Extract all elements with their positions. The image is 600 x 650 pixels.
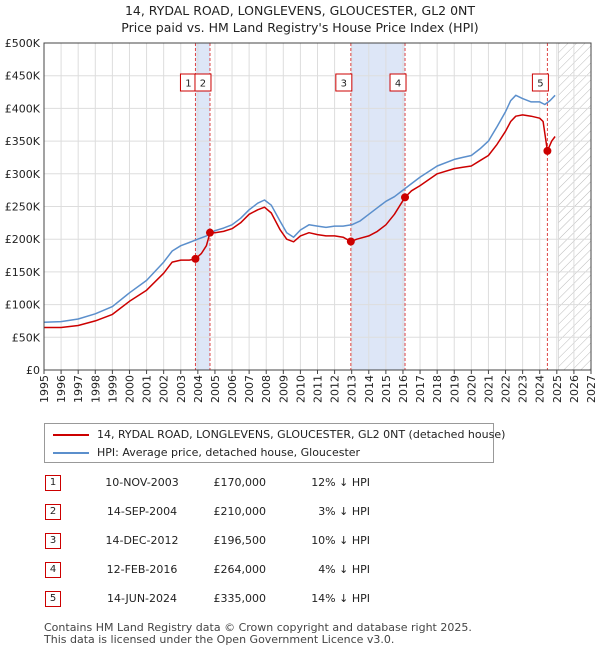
transaction-hpi-change: 12% ↓ HPI xyxy=(311,476,370,489)
x-tick-label: 2014 xyxy=(363,375,376,403)
x-tick-label: 2011 xyxy=(312,375,325,403)
x-tick-label: 2006 xyxy=(226,375,239,403)
y-tick-label: £100K xyxy=(5,299,41,312)
x-tick-label: 2020 xyxy=(465,375,478,403)
x-tick-label: 2026 xyxy=(568,375,581,403)
x-tick-label: 2016 xyxy=(397,375,410,403)
transaction-price: £210,000 xyxy=(213,505,267,518)
transaction-date: 14-DEC-2012 xyxy=(105,534,179,547)
x-tick-label: 2018 xyxy=(431,375,444,403)
sale-label-box-5 xyxy=(531,73,549,92)
sale-label-5: 5 xyxy=(537,79,543,90)
x-tick-label: 1998 xyxy=(89,375,102,403)
x-tick-label: 1999 xyxy=(106,375,119,403)
transaction-price: £196,500 xyxy=(213,534,267,547)
y-tick-label: £350K xyxy=(5,135,41,148)
sale-label-box-2 xyxy=(194,73,212,92)
chart-subtitle: Price paid vs. HM Land Registry's House … xyxy=(121,20,479,35)
x-tick-label: 1997 xyxy=(72,375,85,403)
transaction-price: £170,000 xyxy=(213,476,267,489)
legend-label-hpi: HPI: Average price, detached house, Glou… xyxy=(97,446,361,459)
x-tick-label: 2017 xyxy=(414,375,427,403)
transaction-hpi-change: 4% ↓ HPI xyxy=(318,563,370,576)
y-tick-label: £200K xyxy=(5,233,41,246)
price-chart: £0 £50K £100K £150K £200K £250K £300K £350K £400… xyxy=(5,37,598,403)
transaction-date: 14-SEP-2004 xyxy=(106,505,178,518)
sale-label-3: 3 xyxy=(341,79,347,90)
y-tick-label: £50K xyxy=(12,331,41,344)
legend-swatch-hpi xyxy=(53,452,89,454)
sale-point-3 xyxy=(346,237,355,246)
property-price-line xyxy=(44,114,556,329)
x-tick-label: 2009 xyxy=(277,375,290,403)
x-tick-label: 2024 xyxy=(534,375,547,403)
y-tick-label: £500K xyxy=(5,37,41,50)
x-tick-label: 2003 xyxy=(175,375,188,403)
y-tick-label: £300K xyxy=(5,168,41,181)
x-tick-label: 2002 xyxy=(158,375,171,403)
sale-label-1: 1 xyxy=(185,79,191,90)
transaction-number-badge: 1 xyxy=(45,475,61,491)
x-tick-label: 2015 xyxy=(380,375,393,403)
sale-label-box-4 xyxy=(389,73,407,92)
transaction-date: 12-FEB-2016 xyxy=(106,563,178,576)
legend-label-property: 14, RYDAL ROAD, LONGLEVENS, GLOUCESTER, … xyxy=(97,428,506,441)
transaction-hpi-change: 10% ↓ HPI xyxy=(311,534,370,547)
sale-point-5 xyxy=(543,146,552,155)
x-tick-label: 2007 xyxy=(243,375,256,403)
sale-point-2 xyxy=(205,228,214,237)
plot-frame xyxy=(43,42,592,371)
chart-title: 14, RYDAL ROAD, LONGLEVENS, GLOUCESTER, … xyxy=(124,3,476,18)
x-tick-label: 1996 xyxy=(55,375,68,403)
transaction-number-badge: 5 xyxy=(45,591,61,607)
sale-label-box-3 xyxy=(335,73,353,92)
y-tick-label: £450K xyxy=(5,70,41,83)
transaction-date: 14-JUN-2024 xyxy=(106,592,178,605)
transaction-price: £335,000 xyxy=(213,592,267,605)
sale-point-4 xyxy=(401,193,410,202)
y-tick-label: £250K xyxy=(5,201,41,214)
x-tick-label: 2021 xyxy=(482,375,495,403)
legend-swatch-property xyxy=(53,434,89,436)
transaction-hpi-change: 3% ↓ HPI xyxy=(318,505,370,518)
x-tick-label: 1995 xyxy=(38,375,51,403)
x-tick-label: 2023 xyxy=(517,375,530,403)
y-tick-label: £0 xyxy=(26,364,40,377)
x-tick-label: 2027 xyxy=(585,375,598,403)
sale-label-2: 2 xyxy=(200,79,206,90)
y-tick-label: £400K xyxy=(5,102,41,115)
hpi-line xyxy=(43,94,556,324)
x-tick-label: 2012 xyxy=(329,375,342,403)
transaction-number-badge: 2 xyxy=(45,504,61,520)
x-tick-label: 2008 xyxy=(260,375,273,403)
footer-copyright: Contains HM Land Registry data © Crown c… xyxy=(44,621,472,634)
x-tick-label: 2025 xyxy=(551,375,564,403)
x-tick-label: 2004 xyxy=(192,375,205,403)
transaction-hpi-change: 14% ↓ HPI xyxy=(311,592,370,605)
x-tick-label: 2013 xyxy=(346,375,359,403)
x-tick-label: 2005 xyxy=(209,375,222,403)
legend: 14, RYDAL ROAD, LONGLEVENS, GLOUCESTER, … xyxy=(44,423,505,463)
transaction-number-badge: 4 xyxy=(45,562,61,578)
y-tick-label: £150K xyxy=(5,266,41,279)
x-tick-label: 2022 xyxy=(500,375,513,403)
sale-point-1 xyxy=(191,254,200,263)
footer-licence: This data is licensed under the Open Gov… xyxy=(44,633,395,646)
x-tick-label: 2000 xyxy=(123,375,136,403)
transaction-date: 10-NOV-2003 xyxy=(105,476,179,489)
transaction-price: £264,000 xyxy=(213,563,267,576)
x-tick-label: 2019 xyxy=(448,375,461,403)
x-tick-label: 2010 xyxy=(294,375,307,403)
sale-label-4: 4 xyxy=(395,79,401,90)
transaction-number-badge: 3 xyxy=(45,533,61,549)
x-tick-label: 2001 xyxy=(141,375,154,403)
